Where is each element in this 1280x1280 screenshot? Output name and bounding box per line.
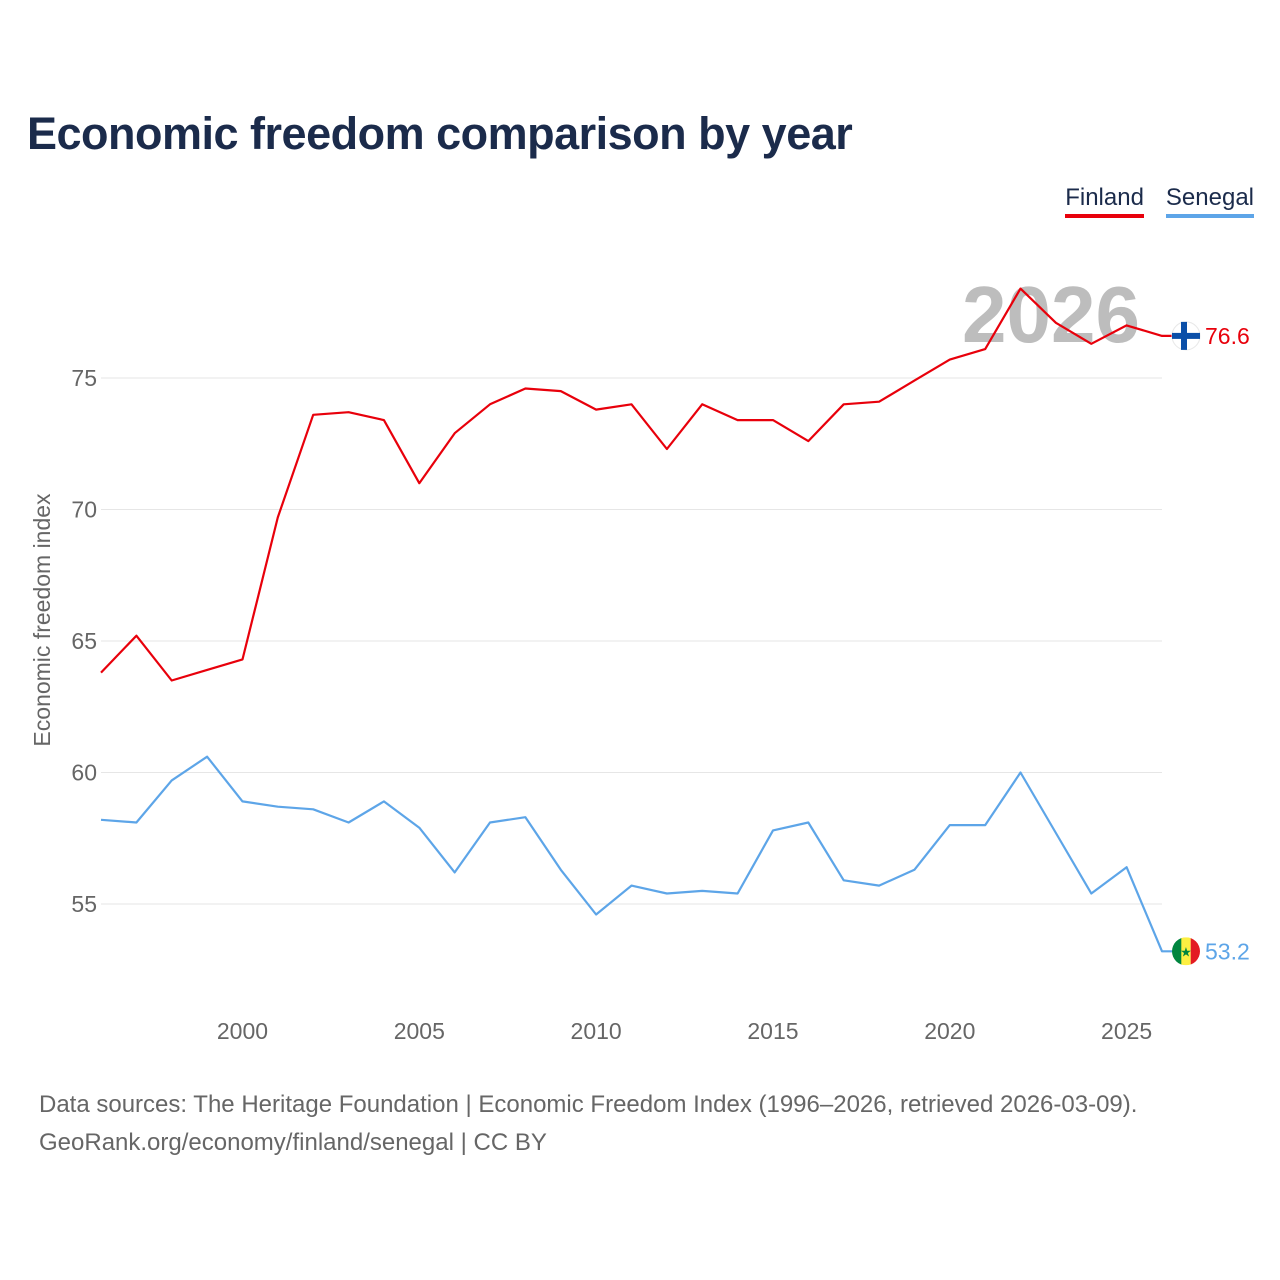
x-tick-label: 2015 bbox=[747, 1018, 798, 1044]
x-tick-label: 2005 bbox=[394, 1018, 445, 1044]
y-axis-label: Economic freedom index bbox=[29, 493, 55, 747]
y-tick-label: 55 bbox=[71, 891, 97, 917]
x-axis-ticks: 2000 2005 2010 2015 2020 2025 bbox=[217, 1018, 1152, 1044]
y-tick-label: 70 bbox=[71, 497, 97, 523]
end-labels: 76.6 53.2 bbox=[1205, 323, 1250, 964]
chart-title: Economic freedom comparison by year bbox=[27, 108, 853, 159]
series-line-finland[interactable] bbox=[100, 287, 1186, 682]
x-tick-label: 2000 bbox=[217, 1018, 268, 1044]
y-axis-ticks: 55 60 65 70 75 bbox=[71, 365, 97, 917]
y-tick-label: 65 bbox=[71, 628, 97, 654]
series-line-senegal[interactable] bbox=[100, 755, 1186, 953]
end-label-finland: 76.6 bbox=[1205, 323, 1250, 349]
finland-flag-icon bbox=[1171, 321, 1201, 351]
legend: Finland Senegal bbox=[1065, 184, 1254, 218]
senegal-flag-icon: ★ bbox=[1172, 937, 1200, 966]
x-tick-label: 2010 bbox=[571, 1018, 622, 1044]
series-lines bbox=[100, 287, 1186, 953]
source-url-text[interactable]: GeoRank.org/economy/finland/senegal | CC… bbox=[39, 1129, 547, 1156]
y-tick-label: 60 bbox=[71, 760, 97, 786]
data-source-text: Data sources: The Heritage Foundation | … bbox=[39, 1091, 1138, 1118]
gridlines bbox=[101, 377, 1162, 905]
x-tick-label: 2025 bbox=[1101, 1018, 1152, 1044]
legend-item-senegal[interactable]: Senegal bbox=[1165, 184, 1254, 218]
legend-item-finland[interactable]: Finland bbox=[1065, 184, 1144, 218]
footer: Data sources: The Heritage Foundation | … bbox=[39, 1086, 1137, 1162]
svg-text:★: ★ bbox=[1180, 945, 1192, 960]
end-label-senegal: 53.2 bbox=[1205, 938, 1250, 964]
year-watermark: 2026 bbox=[962, 270, 1140, 359]
line-chart: 2026 55 60 65 70 75 2000 2005 2010 2015 2020 2025… bbox=[29, 270, 1250, 1044]
x-tick-label: 2020 bbox=[924, 1018, 975, 1044]
y-tick-label: 75 bbox=[71, 365, 97, 391]
flags: ★ bbox=[1171, 321, 1201, 966]
